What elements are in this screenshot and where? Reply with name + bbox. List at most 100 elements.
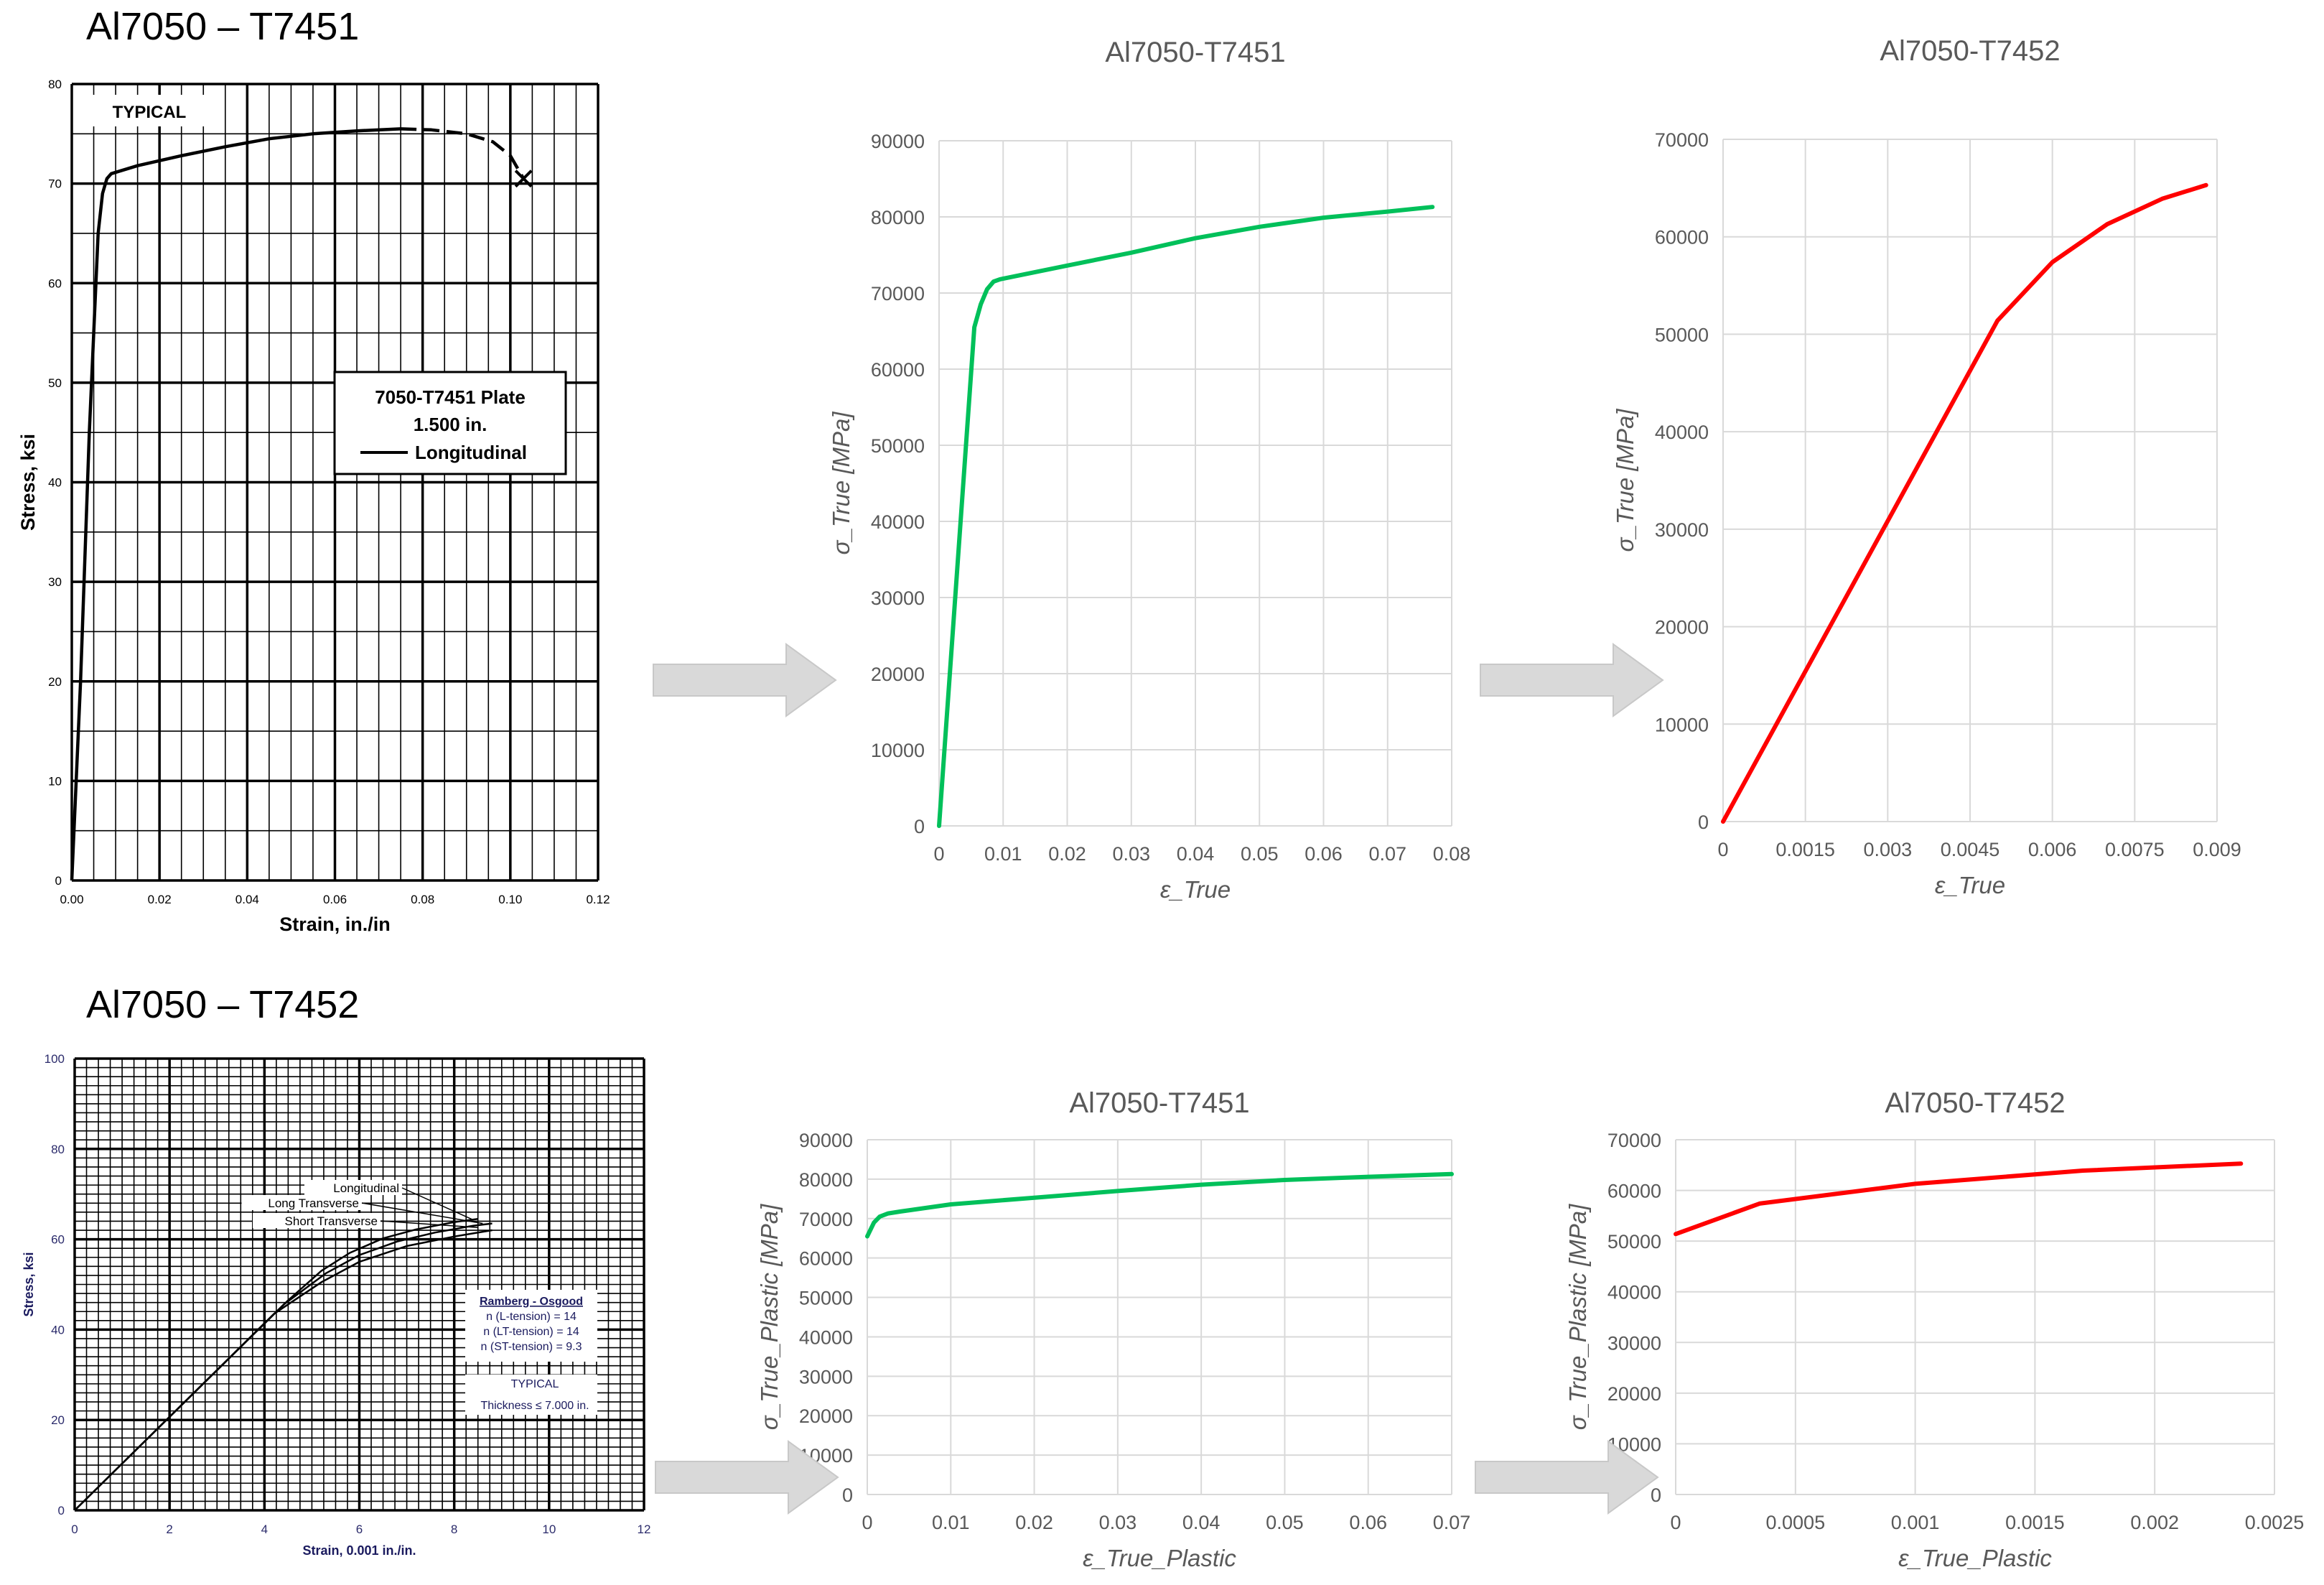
y-tick-label: 10000 xyxy=(871,740,925,761)
y-tick-label: 70000 xyxy=(1655,129,1709,151)
y-axis-label: σ_True [MPa] xyxy=(828,412,854,555)
arrow-right-icon xyxy=(1480,643,1664,717)
y-tick-label: 60000 xyxy=(871,359,925,381)
x-tick-label: 12 xyxy=(638,1523,651,1536)
ro-box xyxy=(465,1290,597,1362)
series-line xyxy=(1674,1161,2244,1237)
y-tick-label: 20 xyxy=(48,675,62,689)
series-line xyxy=(74,1229,493,1511)
y-tick-label: 40000 xyxy=(871,511,925,533)
x-tick-label: 4 xyxy=(261,1523,268,1536)
ro-line: n (LT-tension) = 14 xyxy=(483,1326,579,1338)
chart-elastic_t7452: 0 0.0015 0.003 0.0045 0.006 0.0075 0.009 0 10000… xyxy=(1612,35,2241,898)
y-tick-label: 30000 xyxy=(871,587,925,609)
x-tick-label: 0.01 xyxy=(984,843,1022,865)
legend-line-label: Longitudinal xyxy=(333,1181,399,1195)
x-tick-label: 0 xyxy=(71,1523,78,1536)
x-tick-label: 0.07 xyxy=(1433,1512,1471,1533)
arrow-right-icon xyxy=(655,1440,839,1515)
chart-title: Al7050-T7451 xyxy=(1105,37,1285,68)
y-tick-label: 20 xyxy=(51,1413,65,1427)
fracture-marker xyxy=(514,169,533,188)
y-tick-label: 80000 xyxy=(871,207,925,228)
legend-leader xyxy=(361,1202,483,1224)
ro-line: n (L-tension) = 14 xyxy=(486,1311,577,1323)
x-tick-label: 0.0015 xyxy=(2005,1512,2065,1533)
x-tick-label: 2 xyxy=(166,1523,172,1536)
legend-leader xyxy=(401,1187,474,1221)
legend-label-bg xyxy=(304,1180,402,1195)
arrow-right-icon xyxy=(653,643,837,717)
x-tick-label: 0.003 xyxy=(1864,839,1913,860)
x-tick-label: 0.04 xyxy=(1182,1512,1221,1533)
x-tick-label: 0.0005 xyxy=(1766,1512,1826,1533)
y-tick-label: 40000 xyxy=(1655,422,1709,443)
x-tick-label: 0 xyxy=(1670,1512,1681,1533)
legend-series-label: Longitudinal xyxy=(415,442,527,463)
arrow-right-icon xyxy=(1475,1440,1659,1515)
x-tick-label: 0.06 xyxy=(1349,1512,1387,1533)
x-tick-label: 0.03 xyxy=(1099,1512,1137,1533)
y-tick-label: 60 xyxy=(48,276,62,290)
y-axis-label: σ_True_Plastic [MPa] xyxy=(1564,1204,1591,1430)
y-axis-label: σ_True [MPa] xyxy=(1612,409,1638,552)
x-tick-label: 0.05 xyxy=(1241,843,1279,865)
legend-line-label: Long Transverse xyxy=(268,1196,359,1210)
y-tick-label: 90000 xyxy=(799,1130,853,1151)
chart-plastic_t7451: 0 0.01 0.02 0.03 0.04 0.05 0.06 0.0701000020000… xyxy=(756,1087,1470,1571)
y-tick-label: 0 xyxy=(58,1504,65,1517)
x-axis-label: ε_True xyxy=(1160,876,1231,903)
y-tick-label: 70 xyxy=(48,177,62,191)
y-axis-label: σ_True_Plastic [MPa] xyxy=(756,1204,783,1430)
y-tick-label: 30 xyxy=(48,575,62,589)
x-tick-label: 0.02 xyxy=(1048,843,1086,865)
y-tick-label: 30000 xyxy=(1655,519,1709,541)
chart-scan_t7452: 0 2 4 6 8 10 12 0 20 40 60 80 100 Strain, 0.001 in./i… xyxy=(22,1052,650,1558)
y-tick-label: 60000 xyxy=(1607,1181,1661,1202)
x-axis-label: Strain, 0.001 in./in. xyxy=(302,1543,416,1558)
legend-line-label: Short Transverse xyxy=(285,1214,378,1228)
y-tick-label: 20000 xyxy=(799,1405,853,1427)
y-tick-label: 50000 xyxy=(1607,1231,1661,1252)
series-line xyxy=(401,127,526,180)
series-line xyxy=(70,127,401,881)
y-tick-label: 70000 xyxy=(799,1209,853,1230)
y-tick-label: 10 xyxy=(48,774,62,788)
y-tick-label: 20000 xyxy=(871,664,925,685)
x-tick-label: 0.10 xyxy=(498,893,522,906)
typical-label-2: TYPICAL xyxy=(511,1378,559,1390)
x-tick-label: 0.08 xyxy=(411,893,434,906)
legend-leader xyxy=(380,1220,478,1228)
chart-title: Al7050-T7451 xyxy=(1069,1087,1249,1119)
y-tick-label: 10000 xyxy=(1655,714,1709,735)
y-tick-label: 80 xyxy=(48,78,62,91)
x-axis-label: ε_True xyxy=(1935,872,2005,898)
series-line xyxy=(74,1218,478,1511)
ro-line: n (ST-tension) = 9.3 xyxy=(481,1341,582,1353)
series-line xyxy=(1721,182,2208,824)
y-tick-label: 50000 xyxy=(799,1288,853,1309)
chart-true_t7451: 0 0.01 0.02 0.03 0.04 0.05 0.06 0.07 0.08 0 10000 2… xyxy=(828,37,1470,903)
x-tick-label: 0.02 xyxy=(148,893,172,906)
y-tick-label: 90000 xyxy=(871,131,925,152)
y-tick-label: 40000 xyxy=(799,1326,853,1348)
x-tick-label: 0.06 xyxy=(1305,843,1343,865)
chart-plastic_t7452: 0 0.0005 0.001 0.0015 0.002 0.002501000020000… xyxy=(1564,1087,2304,1571)
x-axis-label: Strain, in./in xyxy=(279,914,391,935)
legend-label-bg xyxy=(253,1213,381,1228)
legend-title: 7050-T7451 Plate xyxy=(375,386,526,408)
x-tick-label: 0.0045 xyxy=(1941,839,2000,860)
x-tick-label: 0.12 xyxy=(586,893,610,906)
y-tick-label: 60000 xyxy=(1655,227,1709,248)
x-tick-label: 8 xyxy=(451,1523,457,1536)
x-tick-label: 0 xyxy=(862,1512,872,1533)
x-tick-label: 6 xyxy=(356,1523,363,1536)
x-tick-label: 0.006 xyxy=(2028,839,2077,860)
x-tick-label: 0.08 xyxy=(1433,843,1471,865)
x-tick-label: 0.009 xyxy=(2193,839,2241,860)
y-axis-label: Stress, ksi xyxy=(22,1252,36,1316)
y-tick-label: 0 xyxy=(914,816,925,837)
y-tick-label: 20000 xyxy=(1655,617,1709,638)
x-tick-label: 0.05 xyxy=(1266,1512,1304,1533)
